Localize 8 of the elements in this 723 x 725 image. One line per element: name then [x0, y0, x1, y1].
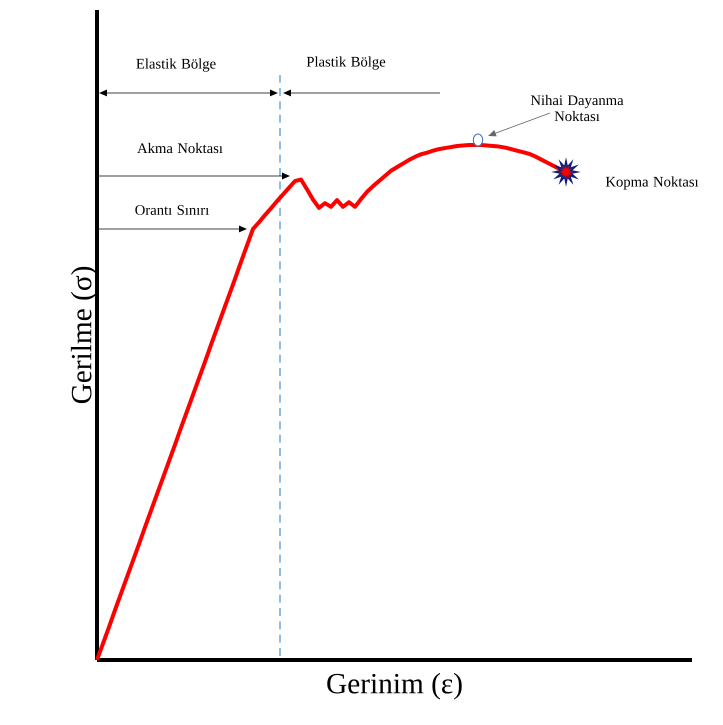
annotation: Orantı Sınırı	[135, 205, 209, 215]
x-axis-title: Gerinim (ε)	[327, 672, 462, 700]
text: Plastik Bölge	[306, 56, 386, 70]
annotation: Akma Noktası	[137, 142, 223, 154]
y-axis-title: Gerilme (σ)	[70, 266, 98, 404]
text: Nihai Dayanma Noktası	[530, 94, 624, 122]
text: Kopma Noktası	[606, 176, 698, 190]
text: Elastik Bölge	[136, 58, 216, 72]
